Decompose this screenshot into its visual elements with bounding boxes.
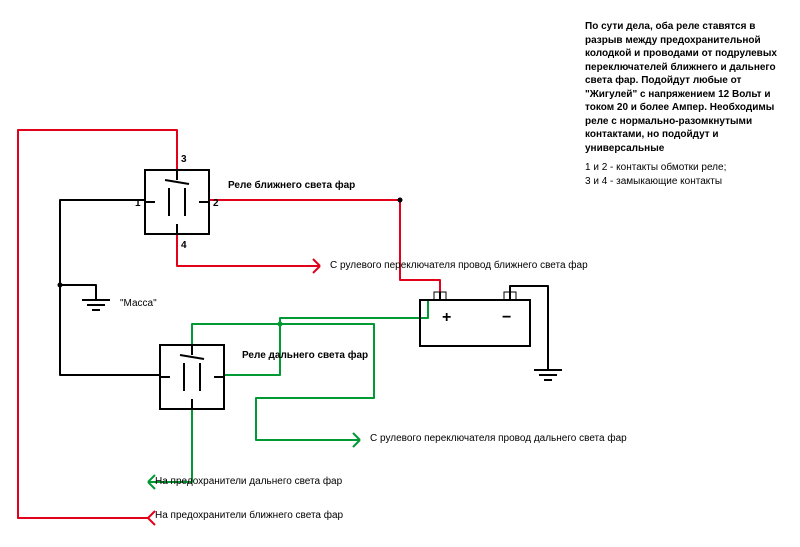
to-high-fuse-label: На предохранители дальнего света фар: [155, 476, 342, 489]
mass-label: "Масса": [120, 298, 157, 311]
sidebar-p1: По сути дела, оба реле ставятся в разрыв…: [585, 20, 785, 155]
svg-text:+: +: [442, 309, 451, 326]
relay1-pin4: 4: [181, 240, 187, 253]
wire-grn-relay2-bottom: [148, 409, 192, 482]
relay2-label: Реле дальнего света фар: [242, 350, 368, 363]
battery: [420, 300, 530, 346]
relay1-pin3: 3: [181, 154, 187, 167]
low-switch-label: С рулевого переключателя провод ближнего…: [330, 260, 588, 273]
arrow: [148, 511, 155, 525]
wire-red-batt: [209, 200, 440, 300]
relay1-pin2: 2: [213, 198, 219, 211]
to-low-fuse-label: На предохранители ближнего света фар: [155, 510, 343, 523]
sidebar-text: По сути дела, оба реле ставятся в разрыв…: [585, 20, 785, 188]
svg-text:−: −: [502, 309, 511, 326]
wire-red-lowswitch: [177, 234, 320, 266]
sidebar-p2: 1 и 2 - контакты обмотки реле;: [585, 161, 785, 175]
wire-blk-mass-branch: [60, 285, 96, 300]
relay1-pin1: 1: [135, 198, 141, 211]
relay1-label: Реле ближнего света фар: [228, 180, 355, 193]
sidebar-p3: 3 и 4 - замыкающие контакты: [585, 175, 785, 189]
wire-red-main: [18, 130, 177, 518]
wire-grn-relay2-top: [192, 324, 374, 440]
high-switch-label: С рулевого переключателя провод дальнего…: [370, 433, 627, 446]
wire-grn-relay2-right-to-batt: [224, 300, 428, 375]
